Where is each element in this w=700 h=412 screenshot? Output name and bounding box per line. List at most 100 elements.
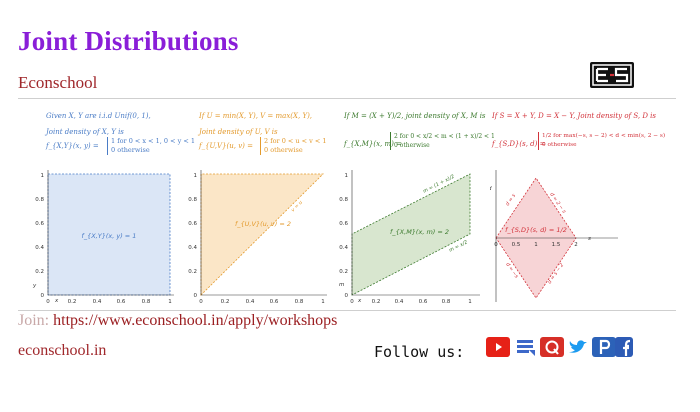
panel3-lhs: f_{X,M}(x, m) = <box>344 140 402 148</box>
panel3-xtick: 0 <box>350 299 354 305</box>
panel1-ytick: 1 <box>41 173 45 179</box>
panel2-ytick: 0.6 <box>188 221 197 227</box>
panel3-ytick: 0.6 <box>339 221 348 227</box>
panel2-cases: 2 for 0 < u < v < 1 0 otherwise <box>260 137 327 155</box>
site-link[interactable]: econschool.in <box>18 342 107 359</box>
panel2-ytick: 0.8 <box>188 197 197 203</box>
econschool-logo <box>590 62 634 88</box>
footer-divider <box>18 310 676 311</box>
panel2-lhs: f_{U,V}(u, v) = <box>199 142 254 150</box>
panel4-ylabel: d <box>490 186 492 192</box>
panel3-region-label: f_{X,M}(x, m) = 2 <box>390 228 449 236</box>
panel1-ytick: 0.6 <box>35 221 44 227</box>
panel3-ytick: 0 <box>345 293 349 299</box>
header-divider <box>18 98 676 99</box>
panel1-case2: 0 otherwise <box>111 146 150 154</box>
panel1-xtick: 1 <box>168 299 172 305</box>
panel2-ytick: 1 <box>194 173 198 179</box>
follow-label: Follow us: <box>374 343 465 361</box>
panel4-plot: f_{S,D}(s, d) = 1/2 d = s d = 2 − s d = … <box>490 170 618 302</box>
panel4-xtick: 0.5 <box>512 242 521 248</box>
youtube-icon[interactable] <box>486 337 510 357</box>
panel3-ytick: 1 <box>345 173 349 179</box>
panel2-case2: 0 otherwise <box>264 146 303 154</box>
panel1-cases: 1 for 0 < x < 1, 0 < y < 1 0 otherwise <box>107 137 195 155</box>
panel1-xtick: 0 <box>46 299 50 305</box>
panel3-ylabel: m <box>339 282 344 288</box>
panel3-xtick: 0.8 <box>442 299 451 305</box>
panel-min-max: If U = min(X, Y), V = max(X, Y), Joint d… <box>177 104 332 308</box>
panel3-case1: 2 for 0 < x/2 < m < (1 + x)/2 < 1 <box>394 133 495 140</box>
panel4-xtick: 1.5 <box>552 242 561 248</box>
panel1-ytick: 0.8 <box>35 197 44 203</box>
panel1-region-label: f_{X,Y}(x, y) = 1 <box>82 232 137 240</box>
panel3-plot: f_{X,M}(x, m) = 2 m = (1 + x)/2 m = x/2 … <box>339 170 480 305</box>
panel2-ytick: 0.2 <box>188 269 197 275</box>
join-label: Join: <box>18 312 50 329</box>
quora-icon[interactable] <box>540 337 564 357</box>
panel2-xtick: 0.6 <box>270 299 279 305</box>
panel1-xtick: 0.4 <box>93 299 102 305</box>
panel3-ytick: 0.4 <box>339 245 348 251</box>
panel3-condition: If M = (X + Y)/2, joint density of X, M … <box>344 112 486 120</box>
panel1-lhs: f_{X,Y}(x, y) = <box>46 142 99 150</box>
join-line: Join: https://www.econschool.in/apply/wo… <box>18 312 337 330</box>
page-title: Joint Distributions <box>18 26 239 56</box>
panel2-xtick: 0 <box>199 299 203 305</box>
panel2-region-label: f_{U,V}(u, v) = 2 <box>235 220 291 228</box>
panel4-xtick: 2 <box>574 242 578 248</box>
panel3-xtick: 0.6 <box>419 299 428 305</box>
panel3-xtick: 1 <box>468 299 472 305</box>
panel3-xtick: 0.4 <box>395 299 404 305</box>
brand-name: Econschool <box>18 73 98 92</box>
panel-x-mean: If M = (X + Y)/2, joint density of X, M … <box>332 104 495 308</box>
panel4-xtick: 1 <box>534 242 538 248</box>
panel3-region <box>351 173 471 296</box>
panel1-ylabel: y <box>32 283 37 289</box>
panel3-xtick: 0.2 <box>372 299 381 305</box>
pinterest-icon[interactable] <box>592 337 616 357</box>
telegram-icon[interactable] <box>514 337 538 357</box>
panel4-cases: 1/2 for max(−s, s − 2) < d < min(s, 2 − … <box>538 132 665 150</box>
panel3-xlabel: x <box>357 298 362 304</box>
panel4-xlabel: s <box>588 236 591 242</box>
panel2-xtick: 1 <box>321 299 325 305</box>
panel2-plot: f_{U,V}(u, v) = 2 v = u 0 0.2 0.4 0.6 0.… <box>188 170 327 305</box>
panel-sum-diff: If S = X + Y, D = X − Y, Joint density o… <box>490 104 676 308</box>
panel2-xtick: 0.2 <box>221 299 230 305</box>
panel3-cases: 2 for 0 < x/2 < m < (1 + x)/2 < 1 0 othe… <box>390 132 495 150</box>
panel-uniform-xy: Given X, Y are i.i.d Unif(0, 1), Joint d… <box>22 104 195 308</box>
panel1-ytick: 0.4 <box>35 245 44 251</box>
panel3-ytick: 0.2 <box>339 269 348 275</box>
panel1-xtick: 0.2 <box>68 299 77 305</box>
panel2-ytick: 0.4 <box>188 245 197 251</box>
panel4-case2: 0 otherwise <box>542 142 577 148</box>
panel4-lhs: f_{S,D}(s, d) = <box>492 140 546 148</box>
panel3-ytick: 0.8 <box>339 197 348 203</box>
panel1-xlabel: x <box>54 298 59 304</box>
panel1-case1: 1 for 0 < x < 1, 0 < y < 1 <box>111 137 196 145</box>
panel4-edge-label: d = s <box>505 193 518 208</box>
panel2-case1: 2 for 0 < u < v < 1 <box>264 137 327 145</box>
panel1-heading: Joint density of X, Y is <box>46 128 124 136</box>
panel1-xtick: 0.8 <box>142 299 151 305</box>
panel1-condition: Given X, Y are i.i.d Unif(0, 1), <box>46 112 151 120</box>
panel1-plot: f_{X,Y}(x, y) = 1 0 0.2 0.4 0.6 0.8 1 0 … <box>32 170 174 305</box>
panel2-heading: Joint density of U, V is <box>199 128 278 136</box>
panel1-xtick: 0.6 <box>117 299 126 305</box>
twitter-icon[interactable] <box>566 337 590 357</box>
panel4-region-label: f_{S,D}(s, d) = 1/2 <box>505 226 567 234</box>
join-link[interactable]: https://www.econschool.in/apply/workshop… <box>53 312 338 329</box>
panel1-ytick: 0.2 <box>35 269 44 275</box>
panel2-xtick: 0.4 <box>246 299 255 305</box>
panel3-case2: 0 otherwise <box>394 142 430 149</box>
panel4-case1: 1/2 for max(−s, s − 2) < d < min(s, 2 − … <box>542 133 666 139</box>
facebook-icon[interactable] <box>615 337 633 357</box>
panel4-condition: If S = X + Y, D = X − Y, Joint density o… <box>492 112 657 120</box>
panel2-condition: If U = min(X, Y), V = max(X, Y), <box>199 112 313 120</box>
panel2-xtick: 0.8 <box>295 299 304 305</box>
panel4-xtick: 0 <box>494 242 498 248</box>
panel1-ytick: 0 <box>41 293 45 299</box>
panel2-ytick: 0 <box>194 293 198 299</box>
panel2-region <box>200 173 324 296</box>
